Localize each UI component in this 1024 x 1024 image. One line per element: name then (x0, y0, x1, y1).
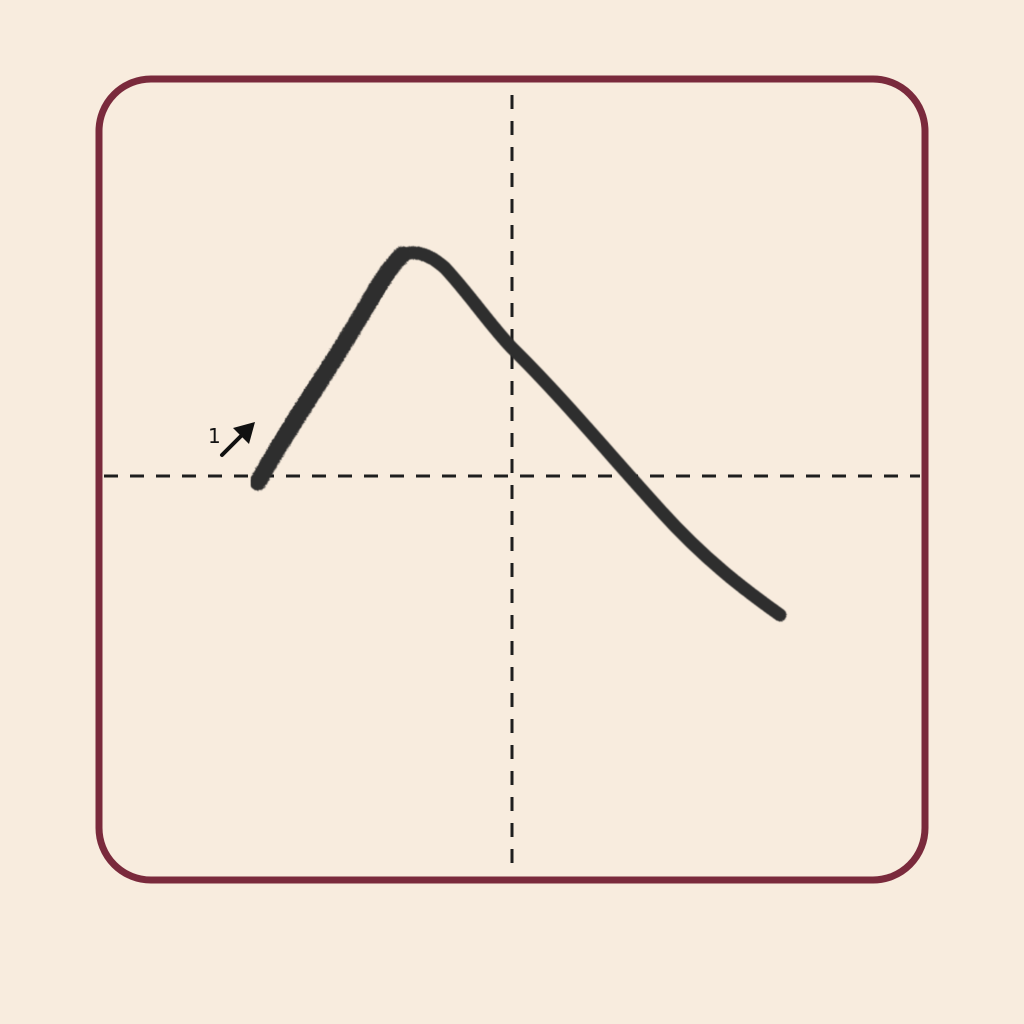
ink-stroke-start-weight (249, 246, 411, 491)
ink-stroke (251, 246, 787, 622)
up-right-arrow-icon (220, 422, 255, 457)
stroke-order-number: 1 (208, 424, 221, 448)
practice-frame (95, 75, 929, 884)
